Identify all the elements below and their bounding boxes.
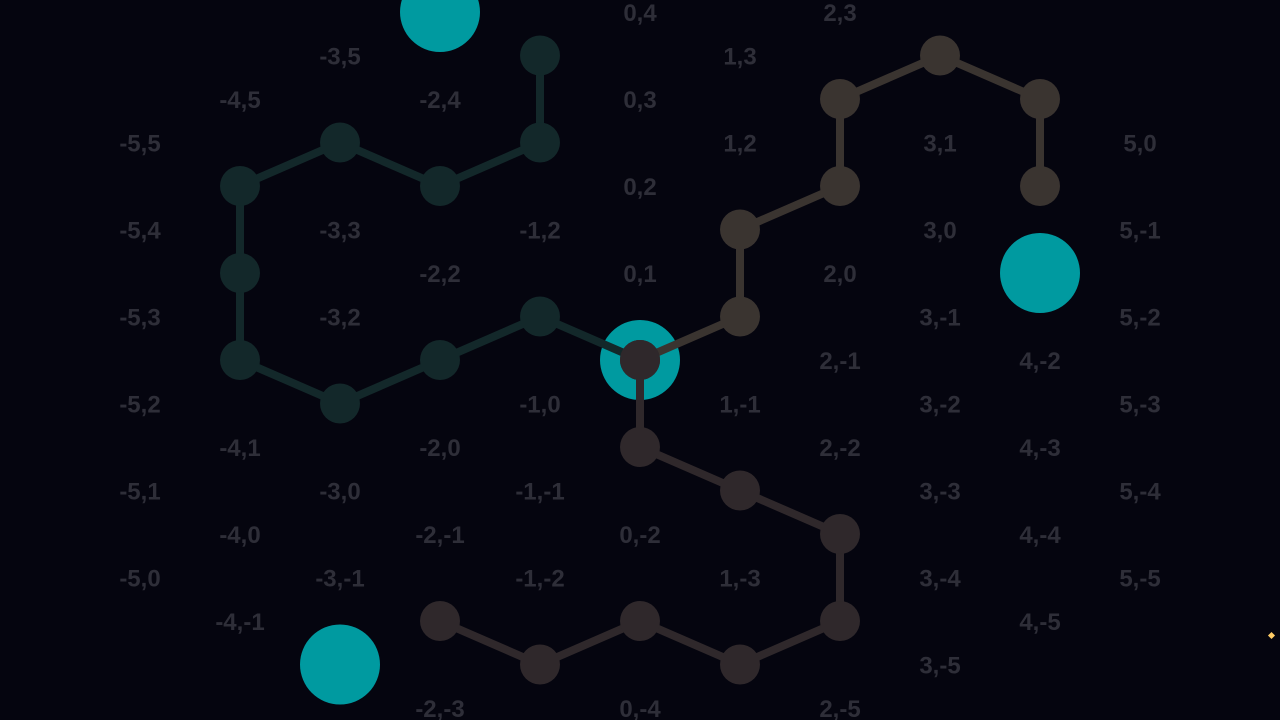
path-node[interactable] bbox=[520, 296, 560, 337]
path-node[interactable] bbox=[720, 296, 760, 337]
path-node[interactable] bbox=[620, 601, 660, 641]
path-node[interactable] bbox=[720, 644, 760, 685]
coord-label: -4,-1 bbox=[215, 609, 264, 636]
path-node[interactable] bbox=[420, 166, 460, 206]
coord-label: -3,3 bbox=[319, 218, 360, 245]
coord-label: 3,1 bbox=[923, 131, 956, 158]
target-circle bbox=[300, 624, 380, 705]
path-node[interactable] bbox=[520, 122, 560, 163]
coord-label: 0,1 bbox=[623, 261, 656, 288]
coord-label: -4,0 bbox=[219, 522, 260, 549]
path-node[interactable] bbox=[920, 35, 960, 76]
path-node[interactable] bbox=[220, 166, 260, 206]
coord-label: 3,-5 bbox=[919, 653, 960, 680]
coord-label: 1,2 bbox=[723, 131, 756, 158]
coord-label: 0,2 bbox=[623, 174, 656, 201]
coord-label: -5,1 bbox=[119, 479, 160, 506]
path-node[interactable] bbox=[420, 601, 460, 641]
coord-label: -2,0 bbox=[419, 435, 460, 462]
coord-label: -3,2 bbox=[319, 305, 360, 332]
path-node[interactable] bbox=[220, 253, 260, 293]
coord-label: 4,-3 bbox=[1019, 435, 1060, 462]
coord-label: -3,5 bbox=[319, 44, 360, 71]
coord-label: -3,0 bbox=[319, 479, 360, 506]
coord-label: 1,-3 bbox=[719, 566, 760, 593]
target-circle bbox=[400, 0, 480, 52]
coord-label: 0,3 bbox=[623, 87, 656, 114]
coord-label: -5,0 bbox=[119, 566, 160, 593]
coord-label: -5,3 bbox=[119, 305, 160, 332]
coord-label: 2,-2 bbox=[819, 435, 860, 462]
coord-label: -3,-1 bbox=[315, 566, 364, 593]
target-circle bbox=[1000, 233, 1080, 313]
coord-label: 5,-4 bbox=[1119, 479, 1161, 506]
coord-label: 3,-4 bbox=[919, 566, 961, 593]
path-node[interactable] bbox=[420, 340, 460, 380]
coord-label: 2,0 bbox=[823, 261, 856, 288]
coord-label: -2,-1 bbox=[415, 522, 464, 549]
coord-label: -5,4 bbox=[119, 218, 161, 245]
coord-label: 3,-1 bbox=[919, 305, 960, 332]
path-node[interactable] bbox=[1020, 79, 1060, 119]
coord-label: 5,-2 bbox=[1119, 305, 1160, 332]
path-node[interactable] bbox=[820, 166, 860, 206]
target-markers bbox=[300, 0, 1080, 705]
path-node[interactable] bbox=[820, 514, 860, 554]
path-node[interactable] bbox=[520, 644, 560, 685]
coord-label: 3,-3 bbox=[919, 479, 960, 506]
path-node[interactable] bbox=[620, 427, 660, 467]
coord-label: -2,2 bbox=[419, 261, 460, 288]
coord-label: 4,-4 bbox=[1019, 522, 1061, 549]
coord-label: -1,0 bbox=[519, 392, 560, 419]
coord-label: 0,-2 bbox=[619, 522, 660, 549]
coord-label: -1,-1 bbox=[515, 479, 564, 506]
coord-label: 1,-1 bbox=[719, 392, 760, 419]
path-node[interactable] bbox=[620, 340, 660, 380]
coord-label: 3,0 bbox=[923, 218, 956, 245]
coord-label: 2,-1 bbox=[819, 348, 860, 375]
coordinate-labels: 0,4 2,3 -3,5 1,3 -4,5 -2,4 0,3 -5,5 1,2 3,1 5,0 0,2… bbox=[119, 0, 1161, 720]
path-node[interactable] bbox=[720, 209, 760, 250]
coord-label: -2,-3 bbox=[415, 696, 464, 720]
coord-label: -4,5 bbox=[219, 87, 260, 114]
coord-label: -4,1 bbox=[219, 435, 260, 462]
path-node[interactable] bbox=[1020, 166, 1060, 206]
coord-label: 4,-2 bbox=[1019, 348, 1060, 375]
path-node[interactable] bbox=[820, 601, 860, 641]
path-node[interactable] bbox=[220, 340, 260, 380]
coord-label: -5,5 bbox=[119, 131, 160, 158]
coord-label: 1,3 bbox=[723, 44, 756, 71]
coord-label: 2,-5 bbox=[819, 696, 860, 720]
path-node[interactable] bbox=[720, 470, 760, 511]
coord-label: 2,3 bbox=[823, 0, 856, 27]
coord-label: 0,4 bbox=[623, 0, 657, 27]
path-nodes[interactable] bbox=[220, 35, 1060, 685]
coord-label: -5,2 bbox=[119, 392, 160, 419]
coord-label: 5,-1 bbox=[1119, 218, 1160, 245]
coord-label: -1,-2 bbox=[515, 566, 564, 593]
path-node[interactable] bbox=[520, 35, 560, 76]
coord-label: 5,-5 bbox=[1119, 566, 1160, 593]
coord-label: 5,0 bbox=[1123, 131, 1156, 158]
coord-label: 3,-2 bbox=[919, 392, 960, 419]
cursor-marker bbox=[1267, 631, 1276, 640]
coord-label: 5,-3 bbox=[1119, 392, 1160, 419]
coord-label: -1,2 bbox=[519, 218, 560, 245]
coord-label: 4,-5 bbox=[1019, 609, 1060, 636]
path-node[interactable] bbox=[320, 122, 360, 163]
coord-label: 0,-4 bbox=[619, 696, 661, 720]
coord-label: -2,4 bbox=[419, 87, 461, 114]
path-node[interactable] bbox=[820, 79, 860, 119]
path-node[interactable] bbox=[320, 383, 360, 424]
